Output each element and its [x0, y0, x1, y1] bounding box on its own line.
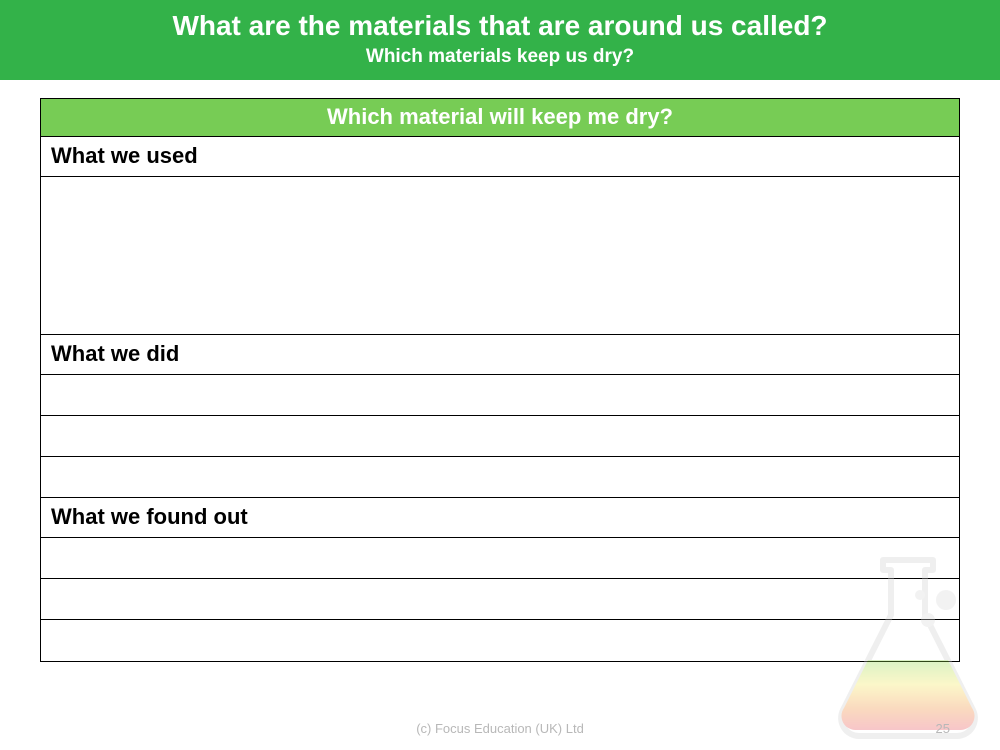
header-bar: What are the materials that are around u… [0, 0, 1000, 80]
worksheet-table: Which material will keep me dry? What we… [40, 98, 960, 662]
section-label-used: What we used [41, 137, 959, 177]
writing-line [41, 620, 959, 661]
section-label-did: What we did [41, 335, 959, 375]
section-box-used [41, 177, 959, 335]
footer-copyright: (c) Focus Education (UK) Ltd [0, 721, 1000, 736]
writing-line [41, 416, 959, 457]
writing-line [41, 538, 959, 579]
writing-line [41, 375, 959, 416]
page-number: 25 [936, 721, 950, 736]
page-title: What are the materials that are around u… [0, 8, 1000, 43]
writing-line [41, 457, 959, 498]
section-label-found: What we found out [41, 498, 959, 538]
writing-line [41, 579, 959, 620]
worksheet-banner: Which material will keep me dry? [41, 99, 959, 137]
page-subtitle: Which materials keep us dry? [0, 45, 1000, 70]
